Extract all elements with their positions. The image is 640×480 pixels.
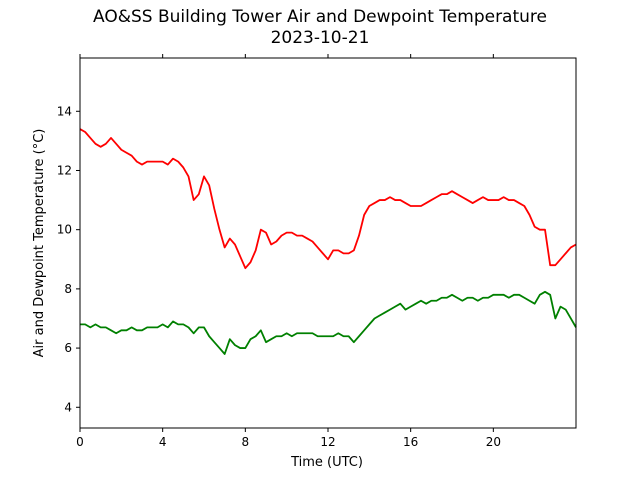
series-line-1 <box>80 290 577 355</box>
y-tick-label: 4 <box>64 400 72 414</box>
series-layer <box>79 128 577 355</box>
x-tick-label: 20 <box>486 435 501 449</box>
x-tick-label: 0 <box>76 435 84 449</box>
x-tick-label: 8 <box>242 435 250 449</box>
x-tick-label: 4 <box>159 435 167 449</box>
x-tick-label: 12 <box>320 435 335 449</box>
y-axis-label: Air and Dewpoint Temperature (°C) <box>32 129 47 358</box>
plot-background <box>80 58 576 428</box>
y-tick-label: 8 <box>64 282 72 296</box>
x-tick-label: 16 <box>403 435 418 449</box>
plot-area <box>80 58 576 428</box>
y-tick-label: 6 <box>64 341 72 355</box>
series-line-0 <box>79 128 577 270</box>
axes-layer: 0 4 8 12 16 20 4 6 8 10 12 14 <box>57 54 577 449</box>
y-tick-label: 10 <box>57 223 72 237</box>
x-axis-label: Time (UTC) <box>290 455 363 470</box>
chart-subtitle: 2023-10-21 <box>270 28 370 48</box>
chart-title-block: AO&SS Building Tower Air and Dewpoint Te… <box>0 7 640 49</box>
y-tick-label: 14 <box>57 104 72 118</box>
chart-title: AO&SS Building Tower Air and Dewpoint Te… <box>92 7 547 27</box>
y-tick-label: 12 <box>57 163 72 177</box>
